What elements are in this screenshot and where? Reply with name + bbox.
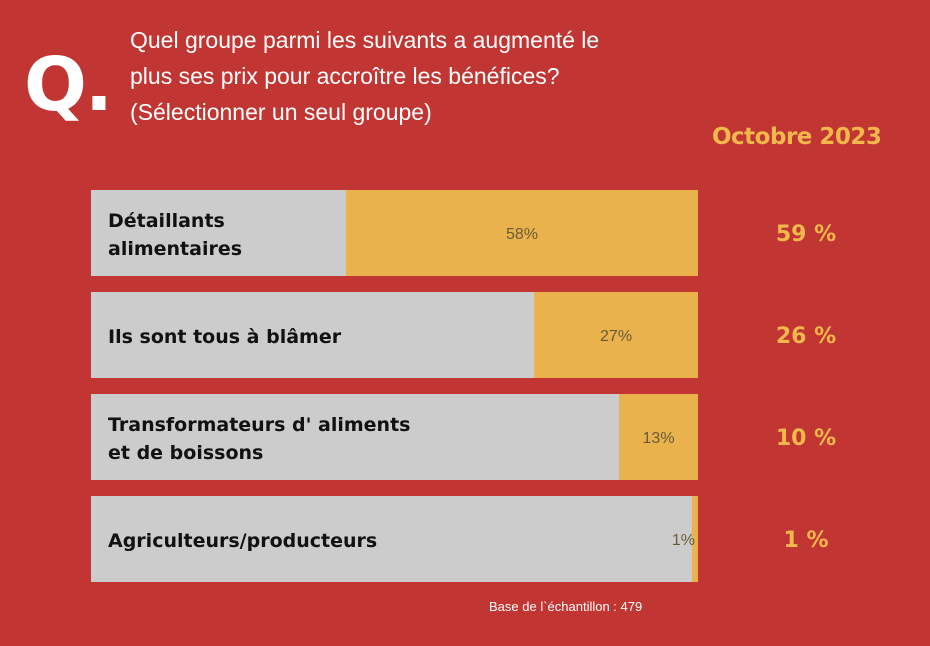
question-line-3: (Sélectionner un seul groupe)	[130, 99, 432, 125]
question-line-1: Quel groupe parmi les suivants a augment…	[130, 27, 600, 53]
question-line-2: plus ses prix pour accroître les bénéfic…	[130, 63, 560, 89]
bar	[619, 394, 698, 480]
data-label: 27%	[600, 328, 632, 345]
data-label: 1%	[672, 532, 695, 549]
comparison-value: 1 %	[783, 528, 828, 553]
category-label: Détaillants	[108, 210, 225, 232]
bar-track	[91, 496, 698, 582]
bar	[534, 292, 698, 378]
category-label: Transformateurs d' aliments	[108, 414, 410, 436]
comparison-column-header: Octobre 2023	[712, 124, 882, 150]
q-mark-logo: Q.	[24, 42, 113, 128]
data-label: 58%	[506, 226, 538, 243]
bar-track	[91, 394, 698, 480]
category-label: Ils sont tous à blâmer	[108, 326, 342, 348]
comparison-value: 26 %	[776, 324, 836, 349]
category-label: et de boissons	[108, 442, 263, 464]
comparison-value: 10 %	[776, 426, 836, 451]
sample-base-footnote: Base de l`échantillon : 479	[489, 599, 643, 614]
category-label: alimentaires	[108, 238, 242, 260]
comparison-value: 59 %	[776, 222, 836, 247]
bar	[345, 190, 698, 276]
category-label: Agriculteurs/producteurs	[108, 530, 377, 552]
bar	[691, 496, 698, 582]
data-label: 13%	[643, 430, 675, 447]
question-text: Quel groupe parmi les suivants a augment…	[130, 22, 690, 130]
